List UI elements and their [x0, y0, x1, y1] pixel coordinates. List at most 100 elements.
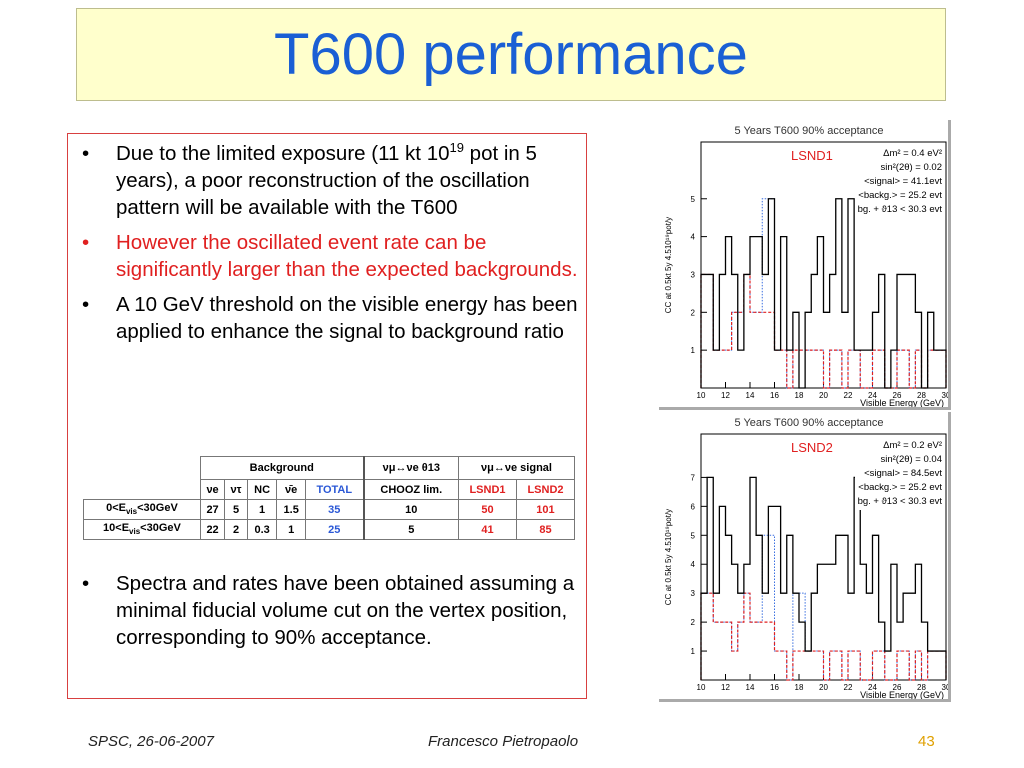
bullet-list-bottom: • Spectra and rates have been obtained a…	[78, 570, 578, 659]
bullet-item: • Spectra and rates have been obtained a…	[78, 570, 578, 651]
table-col-header: ν̄e	[276, 479, 306, 500]
legend-entry: Δm² = 0.2 eV²	[883, 440, 942, 451]
table-cell: 5	[363, 519, 459, 540]
x-tick-label: 14	[746, 683, 755, 692]
bullet-text: However the oscillated event rate can be…	[116, 231, 578, 281]
row-label: 10<Evis<30GeV	[83, 519, 201, 540]
x-tick-label: 10	[697, 683, 706, 692]
content-box: • Due to the limited exposure (11 kt 101…	[67, 133, 587, 699]
histogram-lsnd2: 5 Years T600 90% acceptance 1 2 3 4 5 6 7 10 12 14…	[659, 412, 951, 702]
x-tick-label: 24	[868, 683, 877, 692]
table-cell: 101	[515, 499, 576, 520]
table-col-header: LSND2	[515, 479, 576, 500]
row-label: 0<Evis<30GeV	[83, 499, 201, 520]
footer-date: SPSC, 26-06-2007	[88, 733, 214, 750]
bullet-dot-icon: •	[82, 293, 90, 316]
table-col-header: LSND1	[458, 479, 517, 500]
table-header-background: Background	[199, 456, 365, 480]
table-cell: 25	[304, 519, 365, 540]
legend-entry: bg. + ϑ13 < 30.3 evt	[858, 204, 943, 215]
table-col-header: NC	[246, 479, 278, 500]
table-col-header: CHOOZ lim.	[363, 479, 459, 500]
table-row: 10<Evis<30GeV 22 2 0.3 1 25 5 41 85	[83, 519, 576, 540]
bullet-item: • Due to the limited exposure (11 kt 101…	[78, 140, 578, 221]
x-tick-label: 10	[697, 391, 706, 400]
x-tick-label: 18	[795, 683, 804, 692]
plot-title: 5 Years T600 90% acceptance	[734, 417, 883, 429]
table-cell: 35	[304, 499, 365, 520]
table-header-signal: νμ↔νe signal	[458, 456, 575, 480]
background-series-line	[700, 592, 947, 681]
y-tick-label: 1	[691, 346, 696, 355]
legend-entry: sin²(2θ) = 0.04	[880, 454, 942, 465]
x-tick-label: 22	[844, 391, 853, 400]
x-tick-label: 26	[893, 391, 902, 400]
y-axis-label: CC at 0.5kt 5y 4.510¹⁹pot/y	[664, 217, 673, 313]
y-tick-label: 6	[691, 502, 696, 511]
table-cell: 1	[246, 499, 278, 520]
table-col-header: νe	[199, 479, 226, 500]
table-header-chooz: νμ↔νe θ13	[363, 456, 459, 480]
slide-title: T600 performance	[274, 22, 748, 87]
table-cell: 1	[276, 519, 306, 540]
bullet-item: • A 10 GeV threshold on the visible ener…	[78, 291, 578, 345]
table-cell: 0.3	[246, 519, 278, 540]
table-cell: 10	[363, 499, 459, 520]
table-col-header: ντ	[224, 479, 248, 500]
y-axis-label: CC at 0.5kt 5y 4.510¹⁹pot/y	[664, 509, 673, 605]
y-tick-label: 3	[691, 589, 696, 598]
bullet-dot-icon: •	[82, 231, 90, 254]
x-tick-label: 16	[770, 391, 779, 400]
x-axis-label: Visible Energy (GeV)	[860, 690, 944, 699]
bullet-sup: 19	[449, 140, 464, 155]
y-tick-label: 3	[691, 270, 696, 279]
x-tick-label: 20	[819, 391, 828, 400]
legend-entry: <backg.> = 25.2 evt	[858, 482, 942, 493]
table-corner	[83, 456, 201, 500]
table-cell: 41	[458, 519, 517, 540]
y-tick-label: 2	[691, 308, 696, 317]
y-tick-label: 4	[691, 560, 696, 569]
x-tick-label: 14	[746, 391, 755, 400]
table-cell: 85	[515, 519, 576, 540]
x-tick-label: 18	[795, 391, 804, 400]
x-tick-label: 28	[917, 683, 926, 692]
x-tick-label: 12	[721, 683, 730, 692]
table-cell: 27	[199, 499, 226, 520]
y-tick-label: 1	[691, 647, 696, 656]
x-tick-label: 30	[942, 683, 948, 692]
legend-entry: sin²(2θ) = 0.02	[880, 162, 942, 173]
legend-box	[855, 436, 945, 510]
bullet-list-top: • Due to the limited exposure (11 kt 101…	[78, 140, 578, 353]
legend-entry: bg. + ϑ13 < 30.3 evt	[858, 496, 943, 507]
bullet-dot-icon: •	[82, 142, 90, 165]
x-tick-label: 26	[893, 683, 902, 692]
legend-box	[855, 144, 945, 218]
plot-title: 5 Years T600 90% acceptance	[734, 125, 883, 137]
legend-entry: <backg.> = 25.2 evt	[858, 190, 942, 201]
bullet-text-cont: pot in 5 years), a poor reconstruction o…	[116, 142, 537, 219]
y-tick-label: 7	[691, 473, 696, 482]
x-tick-label: 24	[868, 391, 877, 400]
bullet-text: A 10 GeV threshold on the visible energy…	[116, 293, 578, 343]
legend-entry: <signal> = 41.1evt	[864, 176, 942, 187]
y-tick-label: 4	[691, 233, 696, 242]
bullet-text: Spectra and rates have been obtained ass…	[116, 572, 575, 649]
bullet-text: Due to the limited exposure (11 kt 10	[116, 142, 450, 165]
y-tick-label: 2	[691, 618, 696, 627]
background-table-wrap: Background νμ↔νe θ13 νμ↔νe signal νe ντ …	[83, 456, 576, 540]
plot-tag-label: LSND1	[791, 148, 833, 163]
x-axis-label: Visible Energy (GeV)	[860, 398, 944, 407]
table-col-header: TOTAL	[304, 479, 365, 500]
y-tick-label: 5	[691, 195, 696, 204]
table-cell: 22	[199, 519, 226, 540]
title-box: T600 performance	[76, 8, 946, 101]
total-series-line	[700, 198, 947, 389]
x-tick-label: 30	[942, 391, 948, 400]
footer-page-number: 43	[918, 733, 935, 750]
histogram-lsnd1: 5 Years T600 90% acceptance 1 2 3 4 5 10 12 14 16…	[659, 120, 951, 410]
footer-author: Francesco Pietropaolo	[428, 733, 579, 750]
x-tick-label: 20	[819, 683, 828, 692]
